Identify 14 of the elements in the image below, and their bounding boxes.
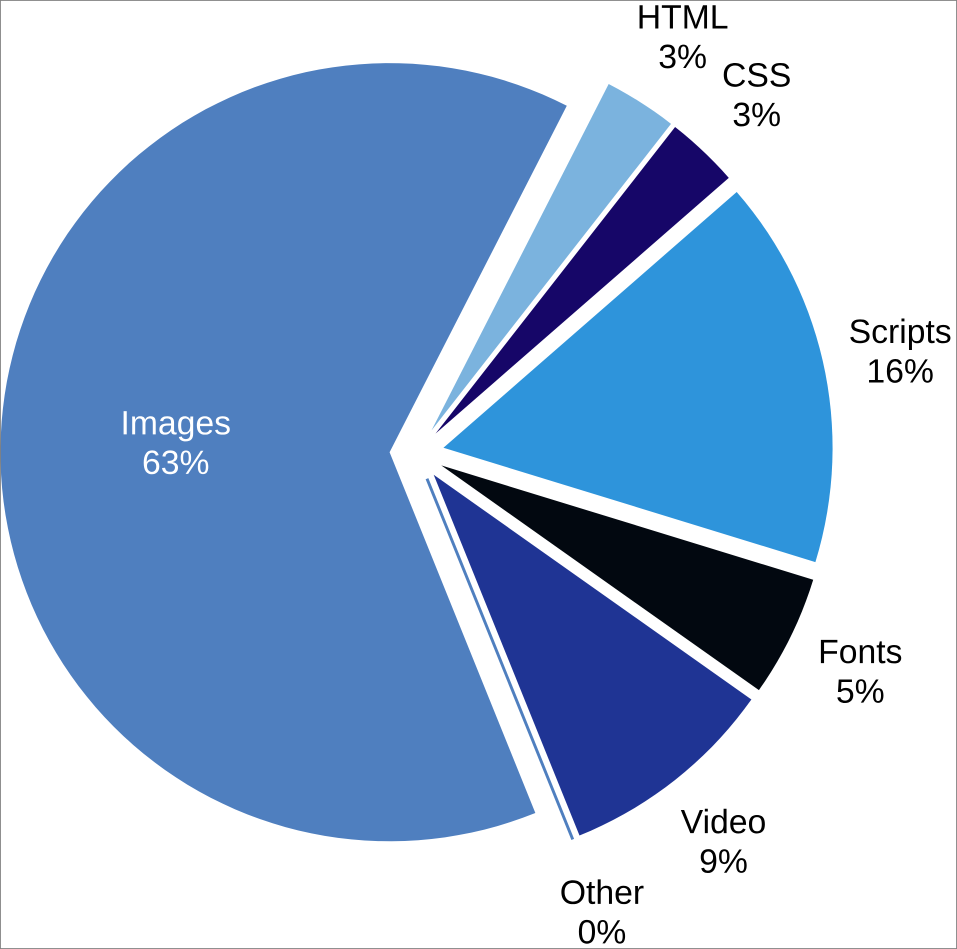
slice-label: Images xyxy=(124,411,230,442)
slice-label: CSS xyxy=(724,62,790,87)
data-label: 5% xyxy=(837,679,884,703)
data-label: 9% xyxy=(700,849,747,873)
data-label: 3% xyxy=(660,44,706,68)
slice-label: HTML xyxy=(640,5,728,28)
text: 0% xyxy=(578,920,626,944)
data-label: 3% xyxy=(734,102,780,126)
data-label: 16% xyxy=(869,358,933,383)
category-label: Other xyxy=(561,879,644,904)
slice-label: Video xyxy=(680,808,765,834)
slice-label: Scripts xyxy=(850,318,950,350)
data-label: 63% xyxy=(144,450,208,474)
slice-label: Fonts xyxy=(820,640,902,664)
